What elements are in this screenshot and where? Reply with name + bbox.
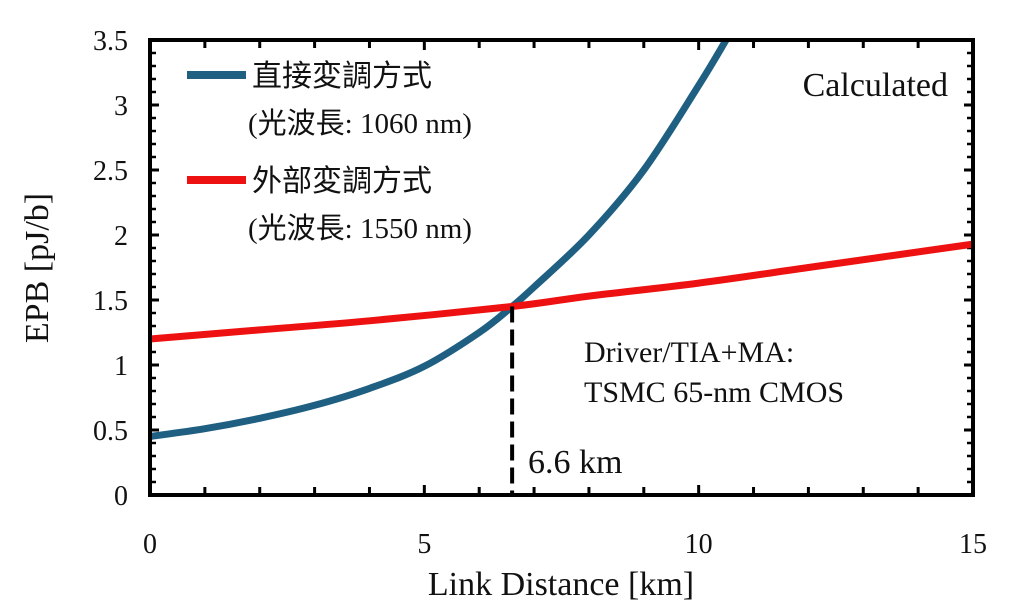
driver-note-line1: Driver/TIA+MA: bbox=[584, 336, 794, 369]
y-tick-label: 0 bbox=[114, 481, 128, 512]
y-tick-label: 1.5 bbox=[93, 286, 128, 317]
y-tick-label: 2 bbox=[114, 221, 128, 252]
y-tick-labels: 0 0.5 1 1.5 2 2.5 3 3.5 bbox=[93, 26, 128, 512]
series-line-direct-modulation bbox=[149, 38, 730, 440]
x-axis-title: Link Distance [km] bbox=[428, 566, 694, 603]
legend: 直接変調方式 (光波長: 1060 nm) 外部変調方式 (光波長: 1550 … bbox=[187, 59, 472, 245]
y-tick-label: 2.5 bbox=[93, 156, 128, 187]
legend-label-direct: 直接変調方式 bbox=[252, 59, 432, 94]
x-tick-labels: 0 5 10 15 bbox=[143, 529, 987, 560]
calculated-label: Calculated bbox=[803, 67, 948, 104]
y-axis-title: EPB [pJ/b] bbox=[19, 193, 56, 343]
legend-sub-direct: (光波長: 1060 nm) bbox=[248, 107, 472, 140]
series-line-external-modulation bbox=[149, 240, 974, 343]
plot-frame bbox=[148, 38, 975, 497]
series-layer bbox=[149, 38, 974, 440]
legend-label-external: 外部変調方式 bbox=[252, 164, 432, 199]
y-tick-label: 3 bbox=[114, 91, 128, 122]
x-tick-label: 5 bbox=[417, 529, 431, 560]
y-tick-label: 0.5 bbox=[93, 416, 128, 447]
x-tick-label: 10 bbox=[685, 529, 713, 560]
y-tick-label: 1 bbox=[114, 351, 128, 382]
x-tick-label: 0 bbox=[143, 529, 157, 560]
driver-note-line2: TSMC 65-nm CMOS bbox=[584, 376, 844, 409]
y-tick-label: 3.5 bbox=[93, 26, 128, 57]
marker-distance-label: 6.6 km bbox=[528, 444, 622, 481]
legend-sub-external: (光波長: 1550 nm) bbox=[248, 212, 472, 245]
x-tick-label: 15 bbox=[959, 529, 987, 560]
